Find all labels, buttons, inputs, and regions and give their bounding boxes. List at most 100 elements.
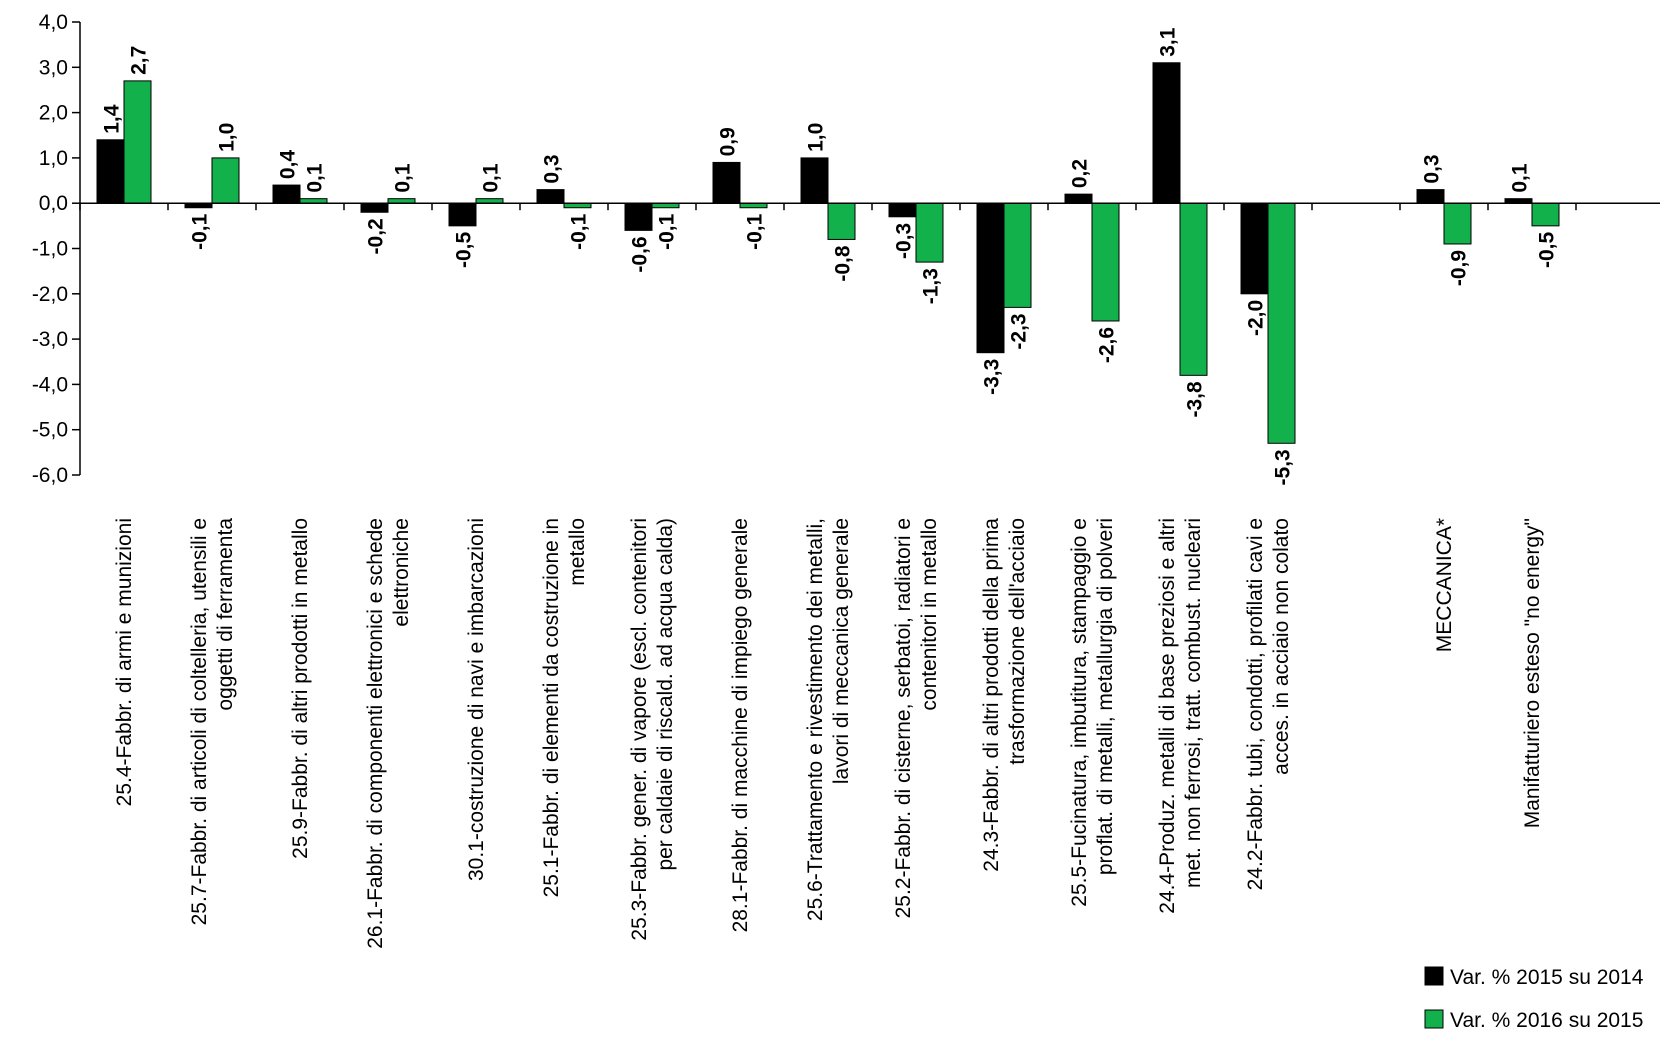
bar-2-1: [211, 157, 240, 204]
bar-label-1-11: 0,2: [1069, 159, 1092, 188]
y-tick-label: -5,0: [32, 419, 68, 442]
category-label-10-line-1: trasformazione dell'acciaio: [1006, 518, 1029, 765]
y-tick-label: -4,0: [32, 373, 68, 396]
legend-item-1: Var. % 2015 su 2014: [1424, 966, 1644, 989]
bar-1-13: [1240, 202, 1269, 295]
bar-label-1-5: 0,3: [541, 154, 564, 183]
bar-label-2-15: -0,9: [1448, 250, 1471, 286]
category-label-6-line-0: 25.3-Fabbr. gener. di vapore (escl. cont…: [628, 518, 651, 941]
bar-label-2-6: -0,1: [656, 213, 679, 250]
bar-label-2-16: -0,5: [1536, 232, 1559, 269]
category-label-0-line-0: 25.4-Fabbr. di armi e munizioni: [113, 518, 136, 806]
bar-label-2-12: -3,8: [1184, 381, 1207, 418]
bar-label-2-9: -1,3: [920, 268, 943, 304]
category-label-16-line-0: Manifatturiero esteso "no energy": [1521, 518, 1544, 828]
bar-2-0: [123, 80, 152, 204]
bar-label-2-10: -2,3: [1008, 313, 1031, 349]
legend-item-2: Var. % 2016 su 2015: [1424, 1009, 1643, 1032]
bar-label-2-3: 0,1: [392, 163, 415, 193]
bar-label-2-8: -0,8: [832, 245, 855, 282]
category-label-4-line-0: 30.1-costruzione di navi e imbarcazioni: [465, 518, 488, 881]
bar-1-5: [536, 189, 565, 204]
category-label-3-line-0: 26.1-Fabbr. di componenti elettronici e …: [364, 518, 387, 949]
bar-label-1-9: -0,3: [893, 223, 916, 259]
bar-label-1-12: 3,1: [1157, 27, 1180, 57]
y-tick-label: -1,0: [32, 238, 68, 261]
bar-1-12: [1152, 62, 1181, 204]
bar-label-1-6: -0,6: [629, 236, 652, 272]
bar-1-0: [96, 139, 125, 204]
legend-swatch-2: [1424, 1009, 1444, 1029]
bar-1-11: [1064, 193, 1093, 204]
category-label-2-line-0: 25.9-Fabbr. di altri prodotti in metallo: [289, 518, 312, 859]
bar-label-2-7: -0,1: [744, 213, 767, 250]
bar-label-1-10: -3,3: [981, 359, 1004, 395]
legend-label-2: Var. % 2016 su 2015: [1450, 1009, 1643, 1032]
bar-label-1-1: -0,1: [189, 213, 212, 250]
legend-swatch-1: [1424, 966, 1444, 986]
bar-label-2-1: 1,0: [216, 123, 239, 152]
category-label-15-line-0: MECCANICA*: [1433, 518, 1456, 652]
y-tick-label: 1,0: [39, 147, 68, 170]
category-label-3-line-1: elettroniche: [390, 518, 413, 627]
bar-1-3: [360, 202, 389, 213]
y-tick-label: -2,0: [32, 283, 68, 306]
category-label-8-line-0: 25.6-Trattamento e rivestimento dei meta…: [804, 518, 827, 921]
y-tick-label: -6,0: [32, 464, 68, 487]
category-label-6-line-1: per caldaie di riscald. ad acqua calda): [654, 518, 677, 871]
category-label-5-line-1: metallo: [566, 518, 589, 586]
bar-1-4: [448, 202, 477, 227]
category-labels: 25.4-Fabbr. di armi e munizioni 25.7-Fabb…: [113, 518, 1544, 949]
y-tick-label: 2,0: [39, 102, 68, 125]
bar-2-13: [1267, 202, 1296, 444]
bar-label-1-2: 0,4: [277, 150, 300, 180]
bar-label-1-0: 1,4: [101, 104, 124, 134]
category-label-12-line-0: 24.4-Produz. metalli di base preziosi e …: [1156, 518, 1179, 914]
bar-1-8: [800, 157, 829, 204]
category-label-10-line-0: 24.3-Fabbr. di altri prodotti della prim…: [980, 518, 1003, 872]
category-label-9-line-0: 25.2-Fabbr. di cisterne, serbatoi, radia…: [892, 518, 915, 918]
category-label-5-line-0: 25.1-Fabbr. di elementi da costruzione i…: [540, 518, 563, 897]
bar-label-1-4: -0,5: [453, 232, 476, 269]
bar-1-10: [976, 202, 1005, 354]
y-tick-label: 0,0: [39, 192, 68, 215]
bar-2-10: [1003, 202, 1032, 308]
category-label-7-line-0: 28.1-Fabbr. di macchine di impiego gener…: [729, 518, 752, 932]
bar-1-2: [272, 184, 301, 204]
category-label-12-line-1: met. non ferrosi, tratt. combust. nuclea…: [1182, 518, 1205, 888]
bar-1-15: [1416, 189, 1445, 204]
bar-label-1-3: -0,2: [365, 218, 388, 254]
bar-label-2-5: -0,1: [568, 213, 591, 250]
category-label-1-line-0: 25.7-Fabbr. di articoli di coltelleria, …: [188, 518, 211, 925]
bar-label-1-7: 0,9: [717, 127, 740, 156]
category-label-13-line-0: 24.2-Fabbr. tubi, condotti, profilati ca…: [1244, 518, 1267, 890]
bar-1-9: [888, 202, 917, 218]
bar-label-2-11: -2,6: [1096, 327, 1119, 363]
y-tick-label: 4,0: [39, 11, 68, 34]
category-label-8-line-1: lavori di meccanica generale: [830, 518, 853, 784]
bar-label-2-0: 2,7: [128, 46, 151, 75]
bar-label-1-15: 0,3: [1421, 154, 1444, 183]
category-label-13-line-1: acces. in acciaio non colato: [1270, 518, 1293, 775]
bar-2-16: [1531, 202, 1560, 227]
bar-2-15: [1443, 202, 1472, 245]
bar-label-1-8: 1,0: [805, 123, 828, 152]
bar-2-11: [1091, 202, 1120, 322]
bar-2-8: [827, 202, 856, 240]
bar-label-2-2: 0,1: [304, 163, 327, 193]
bar-label-2-4: 0,1: [480, 163, 503, 193]
category-label-11-line-0: 25.5-Fucinatura, imbutitura, stampaggio …: [1068, 518, 1091, 907]
bars: [96, 62, 1560, 444]
bar-2-12: [1179, 202, 1208, 376]
y-axis: 4,0 3,0 2,0 1,0 0,0 -1,0 -2,0 -3,0 -4,0 -5,0 -6,0: [32, 11, 81, 487]
category-label-9-line-1: contenitori in metallo: [918, 518, 941, 711]
legend-label-1: Var. % 2015 su 2014: [1450, 966, 1644, 989]
x-axis: [79, 202, 1660, 211]
bar-1-7: [712, 161, 741, 204]
category-label-11-line-1: proflat. di metalli, metallurgia di polv…: [1094, 518, 1117, 875]
bar-label-1-16: 0,1: [1509, 163, 1532, 193]
bar-labels: 1,42,7-0,11,00,4 0,1-0,20,1-0,50,1 0,3-0,1…: [101, 27, 1559, 485]
bar-1-6: [624, 202, 653, 231]
bar-label-2-13: -5,3: [1272, 449, 1295, 485]
category-label-1-line-1: oggetti di ferramenta: [214, 518, 237, 711]
